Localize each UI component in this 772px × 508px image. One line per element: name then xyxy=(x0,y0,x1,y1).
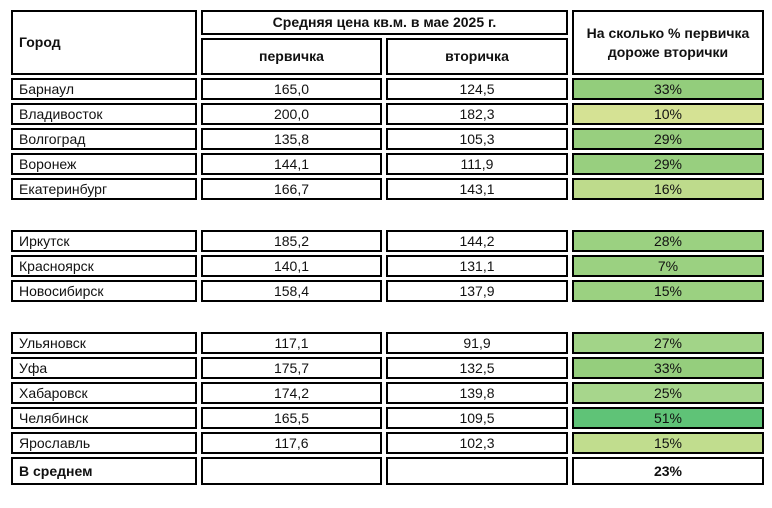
primary-price-cell: 135,8 xyxy=(201,128,382,150)
percent-diff-cell: 10% xyxy=(572,103,764,125)
percent-diff-column-header: На сколько % первичка дороже вторички xyxy=(572,10,764,75)
secondary-price-cell: 105,3 xyxy=(386,128,568,150)
primary-price-cell: 144,1 xyxy=(201,153,382,175)
primary-column-header: первичка xyxy=(201,38,382,75)
total-secondary-cell xyxy=(386,457,568,485)
secondary-price-cell: 131,1 xyxy=(386,255,568,277)
primary-price-cell: 117,6 xyxy=(201,432,382,454)
percent-diff-cell: 51% xyxy=(572,407,764,429)
city-cell: Воронеж xyxy=(11,153,197,175)
total-label-cell: В среднем xyxy=(11,457,197,485)
city-cell: Екатеринбург xyxy=(11,178,197,200)
percent-diff-cell: 25% xyxy=(572,382,764,404)
secondary-price-cell: 182,3 xyxy=(386,103,568,125)
primary-price-cell: 174,2 xyxy=(201,382,382,404)
city-cell: Новосибирск xyxy=(11,280,197,302)
percent-diff-cell: 29% xyxy=(572,128,764,150)
percent-diff-cell: 15% xyxy=(572,280,764,302)
city-column-header: Город xyxy=(11,10,197,75)
secondary-price-cell: 109,5 xyxy=(386,407,568,429)
percent-diff-cell: 33% xyxy=(572,357,764,379)
city-cell: Ульяновск xyxy=(11,332,197,354)
primary-price-cell: 165,5 xyxy=(201,407,382,429)
secondary-price-cell: 137,9 xyxy=(386,280,568,302)
group-gap xyxy=(11,305,764,329)
secondary-price-cell: 102,3 xyxy=(386,432,568,454)
secondary-price-cell: 144,2 xyxy=(386,230,568,252)
city-cell: Волгоград xyxy=(11,128,197,150)
city-cell: Владивосток xyxy=(11,103,197,125)
primary-price-cell: 166,7 xyxy=(201,178,382,200)
percent-diff-cell: 33% xyxy=(572,78,764,100)
percent-diff-cell: 15% xyxy=(572,432,764,454)
secondary-price-cell: 143,1 xyxy=(386,178,568,200)
secondary-price-cell: 111,9 xyxy=(386,153,568,175)
city-cell: Барнаул xyxy=(11,78,197,100)
primary-price-cell: 165,0 xyxy=(201,78,382,100)
total-percent-cell: 23% xyxy=(572,457,764,485)
secondary-price-cell: 132,5 xyxy=(386,357,568,379)
price-table: Город Средняя цена кв.м. в мае 2025 г. п… xyxy=(11,10,772,485)
page: Город Средняя цена кв.м. в мае 2025 г. п… xyxy=(11,10,772,485)
primary-price-cell: 140,1 xyxy=(201,255,382,277)
primary-price-cell: 185,2 xyxy=(201,230,382,252)
city-cell: Уфа xyxy=(11,357,197,379)
percent-diff-cell: 27% xyxy=(572,332,764,354)
price-group-header: Средняя цена кв.м. в мае 2025 г. xyxy=(201,10,568,35)
city-cell: Ярославль xyxy=(11,432,197,454)
city-cell: Челябинск xyxy=(11,407,197,429)
primary-price-cell: 117,1 xyxy=(201,332,382,354)
percent-diff-cell: 7% xyxy=(572,255,764,277)
secondary-column-header: вторичка xyxy=(386,38,568,75)
city-cell: Иркутск xyxy=(11,230,197,252)
percent-diff-cell: 16% xyxy=(572,178,764,200)
primary-price-cell: 200,0 xyxy=(201,103,382,125)
secondary-price-cell: 124,5 xyxy=(386,78,568,100)
secondary-price-cell: 139,8 xyxy=(386,382,568,404)
primary-price-cell: 158,4 xyxy=(201,280,382,302)
primary-price-cell: 175,7 xyxy=(201,357,382,379)
total-primary-cell xyxy=(201,457,382,485)
city-cell: Красноярск xyxy=(11,255,197,277)
percent-diff-cell: 28% xyxy=(572,230,764,252)
percent-diff-cell: 29% xyxy=(572,153,764,175)
secondary-price-cell: 91,9 xyxy=(386,332,568,354)
group-gap xyxy=(11,203,764,227)
city-cell: Хабаровск xyxy=(11,382,197,404)
